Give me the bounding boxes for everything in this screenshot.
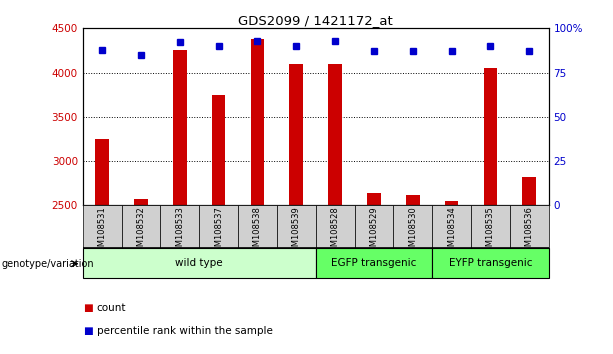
Title: GDS2099 / 1421172_at: GDS2099 / 1421172_at <box>238 14 393 27</box>
Text: wild type: wild type <box>175 258 223 268</box>
Text: GSM108535: GSM108535 <box>486 207 495 257</box>
Bar <box>121 205 161 248</box>
Bar <box>134 199 148 205</box>
Text: GSM108530: GSM108530 <box>408 207 417 257</box>
Bar <box>96 139 109 205</box>
Bar <box>161 205 199 248</box>
Bar <box>199 205 238 248</box>
Text: EGFP transgenic: EGFP transgenic <box>331 258 417 268</box>
Bar <box>251 39 264 205</box>
Text: GSM108529: GSM108529 <box>370 207 378 257</box>
Text: GSM108537: GSM108537 <box>214 207 223 257</box>
Bar <box>471 205 510 248</box>
Bar <box>173 51 186 205</box>
Text: GSM108536: GSM108536 <box>525 207 534 257</box>
Text: percentile rank within the sample: percentile rank within the sample <box>97 326 273 336</box>
Bar <box>406 195 419 205</box>
Bar <box>329 64 342 205</box>
Bar <box>367 193 381 205</box>
Text: GSM108539: GSM108539 <box>292 207 301 257</box>
Text: genotype/variation: genotype/variation <box>1 259 94 269</box>
Bar <box>432 205 471 248</box>
Bar <box>394 205 432 248</box>
Bar <box>354 205 394 248</box>
Text: count: count <box>97 303 126 313</box>
Text: GSM108538: GSM108538 <box>253 207 262 257</box>
Bar <box>510 205 549 248</box>
Text: GSM108534: GSM108534 <box>447 207 456 257</box>
Bar <box>277 205 316 248</box>
Bar <box>522 177 536 205</box>
Bar <box>238 205 277 248</box>
Text: ■: ■ <box>83 326 93 336</box>
Text: GSM108533: GSM108533 <box>175 207 185 257</box>
Bar <box>316 205 354 248</box>
Bar <box>83 205 121 248</box>
Bar <box>212 95 226 205</box>
Bar <box>432 248 549 278</box>
Text: GSM108528: GSM108528 <box>330 207 340 257</box>
Bar <box>316 248 432 278</box>
Bar <box>445 201 459 205</box>
Text: EYFP transgenic: EYFP transgenic <box>449 258 532 268</box>
Bar <box>83 248 316 278</box>
Text: ■: ■ <box>83 303 93 313</box>
Text: GSM108532: GSM108532 <box>137 207 145 257</box>
Text: GSM108531: GSM108531 <box>97 207 107 257</box>
Bar <box>484 68 497 205</box>
Bar <box>289 64 303 205</box>
